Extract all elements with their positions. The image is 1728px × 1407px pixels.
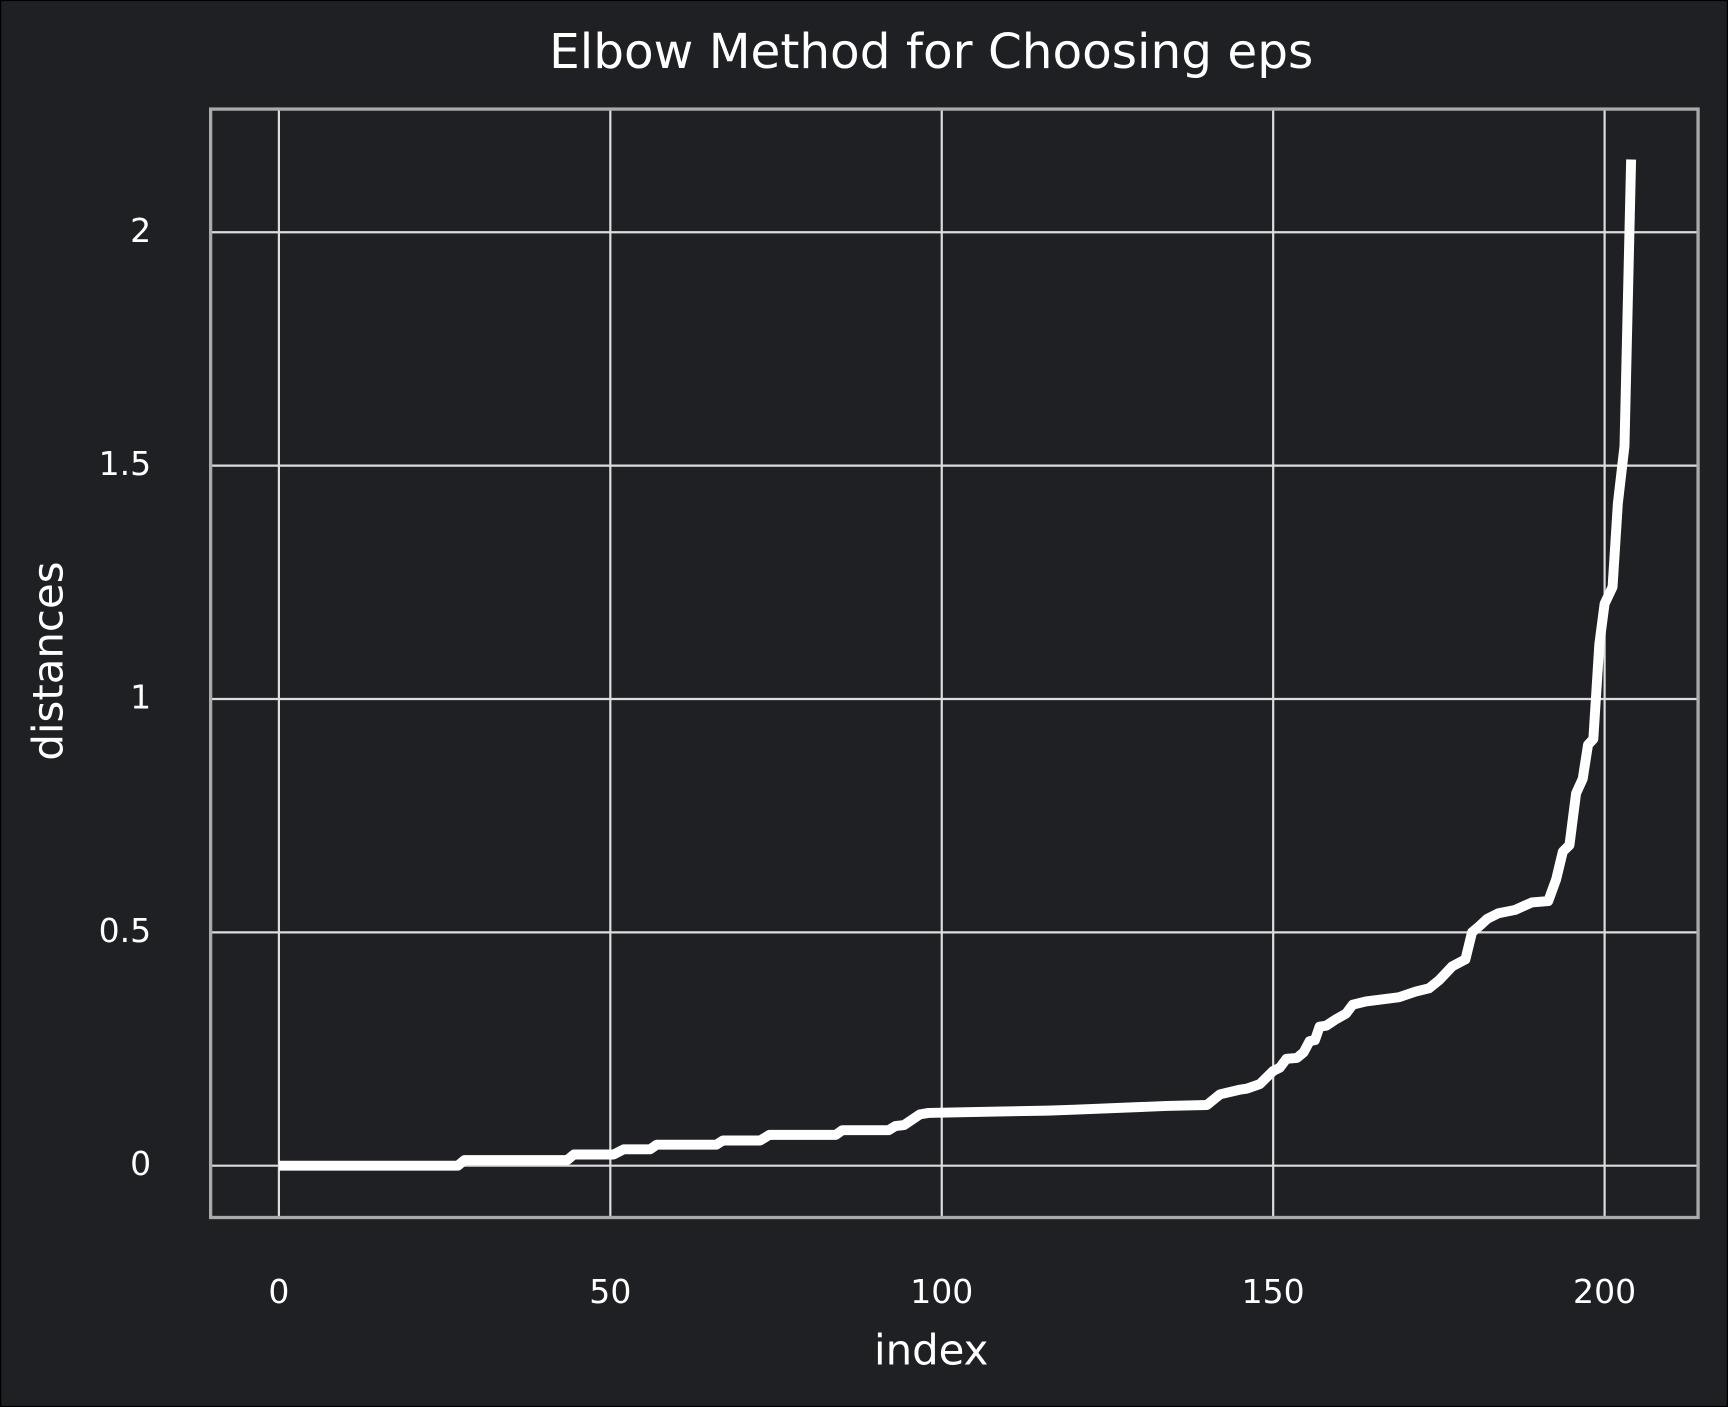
x-axis-label: index [874, 1326, 989, 1375]
y-tick-label: 0 [130, 1144, 151, 1183]
y-tick-label: 1.5 [99, 444, 152, 483]
x-tick-label: 0 [268, 1272, 289, 1311]
y-tick-label: 2 [130, 211, 151, 250]
data-line [278, 159, 1637, 1171]
x-tick-label: 200 [1573, 1272, 1636, 1311]
chart-title: Elbow Method for Choosing eps [549, 24, 1313, 80]
x-tick-label: 50 [589, 1272, 631, 1311]
y-tick-label: 1 [130, 677, 151, 716]
x-tick-label: 100 [910, 1272, 973, 1311]
plot-frame [208, 107, 1700, 1220]
x-tick-label: 150 [1242, 1272, 1305, 1311]
y-tick-label: 0.5 [99, 911, 152, 950]
y-axis-label: distances [23, 561, 72, 760]
